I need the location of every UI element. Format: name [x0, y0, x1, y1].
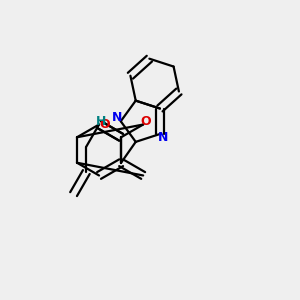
Text: N: N — [112, 111, 122, 124]
Text: N: N — [158, 131, 169, 144]
Text: O: O — [141, 115, 151, 128]
Text: O: O — [99, 118, 110, 131]
Text: H: H — [96, 115, 106, 128]
